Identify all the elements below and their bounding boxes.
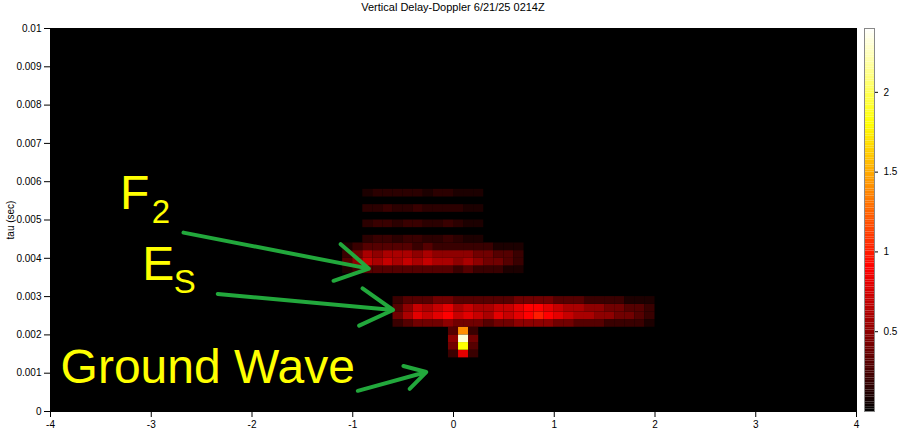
svg-text:3: 3	[753, 419, 759, 430]
svg-text:E: E	[142, 237, 174, 290]
html-text:Vertical Delay-Doppler 6/21/25: Vertical Delay-Doppler 6/21/25 0214Z	[361, 1, 545, 13]
svg-text:0.01: 0.01	[22, 23, 42, 34]
svg-text:0.006: 0.006	[16, 176, 41, 187]
svg-text:0.005: 0.005	[16, 214, 41, 225]
svg-text:0: 0	[36, 406, 42, 417]
svg-text:-1: -1	[348, 419, 357, 430]
svg-text:-3: -3	[147, 419, 156, 430]
svg-text:F: F	[120, 166, 149, 219]
svg-text:2: 2	[152, 193, 170, 230]
svg-text:4: 4	[854, 419, 860, 430]
svg-text:0.001: 0.001	[16, 367, 41, 378]
svg-text:Ground Wave: Ground Wave	[61, 340, 355, 393]
svg-text:S: S	[174, 263, 196, 300]
svg-text:0: 0	[451, 419, 457, 430]
svg-text:0.007: 0.007	[16, 138, 41, 149]
svg-text:tau (sec): tau (sec)	[5, 201, 16, 240]
svg-text:-4: -4	[46, 419, 55, 430]
svg-text:0.5: 0.5	[884, 326, 898, 337]
svg-text:1: 1	[551, 419, 557, 430]
svg-text:0.004: 0.004	[16, 253, 41, 264]
svg-text:0.002: 0.002	[16, 329, 41, 340]
svg-text:1: 1	[884, 246, 890, 257]
svg-text:2: 2	[884, 87, 890, 98]
svg-text:1.5: 1.5	[884, 166, 898, 177]
svg-text:0.003: 0.003	[16, 291, 41, 302]
svg-text:0.009: 0.009	[16, 61, 41, 72]
svg-text:-2: -2	[248, 419, 257, 430]
svg-text:2: 2	[652, 419, 658, 430]
svg-text:0.008: 0.008	[16, 99, 41, 110]
